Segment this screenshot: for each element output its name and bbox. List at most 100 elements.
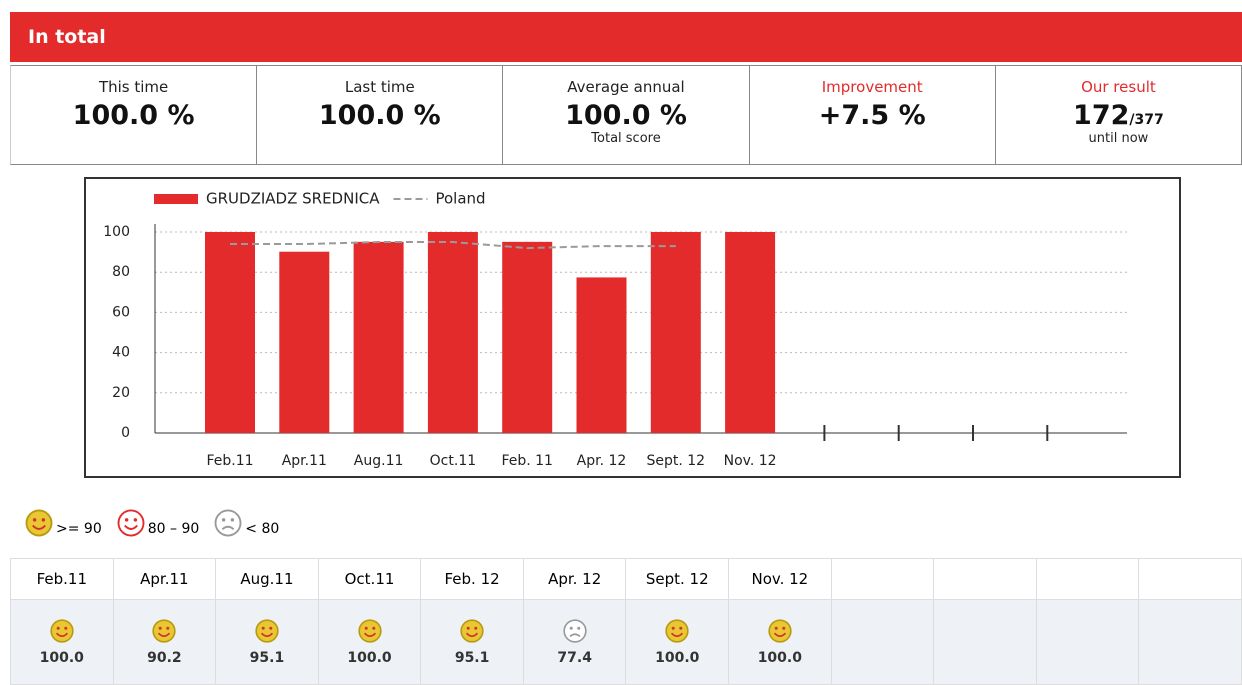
y-tick-label: 40	[112, 345, 130, 361]
stat-box: Average annual 100.0 % Total score	[503, 65, 750, 165]
score-cell	[1138, 599, 1242, 685]
y-tick-label: 100	[103, 224, 130, 240]
column-header	[830, 558, 935, 600]
score-value: 90.2	[147, 650, 182, 666]
icon-happy	[665, 619, 689, 643]
stat-number: 100.0 %	[565, 100, 687, 131]
score-cell: 95.1	[215, 599, 319, 685]
score-value: 95.1	[454, 650, 490, 666]
stat-note: Total score	[591, 131, 661, 146]
y-tick-label: 20	[112, 385, 130, 401]
line	[230, 241, 676, 250]
icon-eye	[782, 626, 786, 630]
icon-mouth	[158, 632, 171, 638]
stat-number: 100.0 %	[318, 100, 441, 131]
icon-eye	[159, 626, 163, 630]
score-value: 100.0	[347, 650, 392, 666]
scale-item: 80 – 90	[116, 508, 199, 538]
score-cell: 77.4	[522, 599, 627, 685]
icon-mouth	[123, 524, 138, 530]
score-cell	[1035, 599, 1140, 685]
icon-eye	[679, 626, 683, 630]
y-tick-label: 80	[112, 264, 130, 280]
stats-row: This time 100.0 % Last time 100.0 % Average …	[10, 65, 1242, 165]
x-tick-label: Apr. 12	[577, 453, 627, 469]
stat-value: +7.5 %	[750, 100, 995, 131]
icon-face	[152, 619, 177, 643]
icon-eye	[124, 518, 129, 522]
score-table: Feb.11 Apr.11 Aug.11 Oct.11 Feb. 12 Apr. 12 Se…	[10, 558, 1242, 685]
icon-face	[460, 619, 484, 643]
icon-happy	[152, 619, 177, 643]
icon-eye	[230, 518, 235, 522]
icon-eye	[269, 626, 273, 630]
stat-value: 172/377	[996, 100, 1241, 131]
icon-eye	[166, 626, 170, 630]
icon-mouth	[221, 525, 235, 531]
scale-item: >= 90	[24, 508, 102, 538]
column-header: Aug.11	[215, 558, 319, 600]
icon-mouth	[55, 632, 68, 638]
column-header	[933, 558, 1037, 600]
icon-eye	[474, 626, 478, 630]
table-body: 100.0 90.2 95.1 100.0 95.1 77.4 100.0 100.0	[10, 599, 1242, 685]
stat-note: until now	[1088, 131, 1149, 146]
column-header: Apr. 12	[522, 558, 627, 600]
column-header: Sept. 12	[625, 558, 730, 600]
icon-mouth	[32, 524, 46, 530]
score-value: 100.0	[39, 650, 84, 666]
icon-face	[563, 619, 587, 643]
header-title: In total	[10, 12, 1242, 62]
icon-face	[255, 619, 279, 643]
stat-box: Last time 100.0 %	[257, 65, 504, 165]
icon-happy	[357, 619, 382, 643]
icon-eye	[671, 626, 675, 630]
icon-eye	[371, 626, 375, 630]
stat-value: 100.0 %	[503, 100, 748, 131]
stat-box: This time 100.0 %	[10, 65, 258, 165]
icon-eye	[32, 518, 37, 522]
icon-face	[768, 619, 792, 643]
bar	[205, 232, 255, 433]
icon-face	[117, 509, 145, 537]
icon-mouth	[671, 632, 684, 638]
stat-box: Our result 172/377 until now	[995, 65, 1242, 165]
icon-eye	[64, 626, 68, 630]
x-tick-label: Sept. 12	[647, 453, 706, 469]
chart: 0 20 40 60 80 100 Feb.11 Apr.11 Aug.11 Oct.11 Feb.…	[84, 177, 1181, 478]
column-header	[1035, 558, 1140, 600]
y-tick-label: 0	[121, 425, 130, 441]
score-value: 95.1	[249, 650, 285, 666]
stat-total: /377	[1129, 112, 1164, 128]
stat-label: Last time	[344, 78, 415, 96]
icon-face	[665, 619, 689, 643]
icon-eye	[222, 518, 226, 522]
icon-sad	[563, 619, 587, 643]
column-header	[1138, 558, 1242, 600]
x-tick-label: Oct.11	[430, 453, 476, 469]
x-tick-label: Feb. 11	[501, 453, 553, 469]
score-cell: 100.0	[625, 599, 730, 685]
bar	[502, 241, 553, 433]
icon-face	[357, 619, 382, 643]
bar	[650, 232, 701, 433]
x-tick-label: Feb.11	[206, 453, 253, 469]
column-header: Feb. 12	[420, 558, 524, 600]
stat-value: 100.0 %	[257, 100, 502, 131]
score-cell: 100.0	[10, 599, 114, 685]
icon-happy	[25, 509, 53, 537]
icon-mouth	[260, 632, 273, 638]
icon-face	[214, 509, 242, 537]
score-value: 100.0	[757, 650, 802, 666]
icon-eye	[41, 518, 46, 522]
icon-mouth	[569, 633, 581, 638]
icon-mouth	[363, 632, 376, 638]
score-cell	[830, 599, 935, 685]
icon-eye	[569, 626, 573, 630]
stat-number: 100.0 %	[72, 100, 195, 131]
score-cell: 100.0	[317, 599, 422, 685]
icon-eye	[133, 518, 137, 522]
scale-label: < 80	[245, 521, 280, 537]
icon-happy	[255, 619, 279, 643]
